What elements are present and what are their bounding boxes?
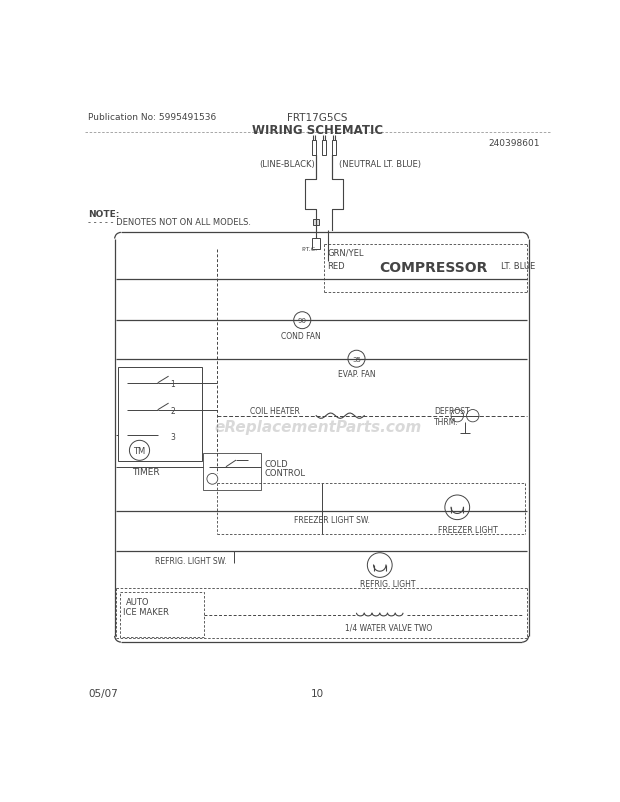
Text: CONTROL: CONTROL	[264, 468, 305, 477]
Bar	[203, 453, 261, 490]
Text: TM: TM	[133, 446, 146, 456]
Text: COIL HEATER: COIL HEATER	[249, 407, 299, 416]
Text: 2: 2	[170, 407, 175, 416]
Circle shape	[130, 441, 149, 461]
Text: REFRIG. LIGHT: REFRIG. LIGHT	[360, 579, 416, 588]
Text: RED: RED	[327, 261, 345, 270]
Text: WIRING SCHEMATIC: WIRING SCHEMATIC	[252, 124, 383, 137]
Bar	[312, 238, 320, 249]
Text: EVAP. FAN: EVAP. FAN	[338, 370, 375, 379]
Text: (NEUTRAL LT. BLUE): (NEUTRAL LT. BLUE)	[339, 160, 421, 168]
Text: Publication No: 5995491536: Publication No: 5995491536	[88, 113, 216, 122]
Text: 1/4 WATER VALVE TWO: 1/4 WATER VALVE TWO	[345, 623, 432, 632]
Text: 10: 10	[311, 688, 324, 699]
Circle shape	[451, 410, 463, 423]
Bar	[120, 592, 204, 637]
Text: COMPRESSOR: COMPRESSOR	[379, 261, 488, 275]
Text: FREEZER LIGHT: FREEZER LIGHT	[438, 525, 498, 534]
Text: REFRIG. LIGHT SW.: REFRIG. LIGHT SW.	[155, 556, 227, 565]
Text: 05/07: 05/07	[88, 688, 118, 699]
Text: (LINE-BLACK): (LINE-BLACK)	[260, 160, 316, 168]
Text: DEFROST
THRM.: DEFROST THRM.	[434, 407, 469, 427]
Text: COLD: COLD	[264, 460, 288, 468]
Bar	[322, 141, 326, 156]
Text: 1: 1	[170, 380, 175, 389]
Text: - - - - - DENOTES NOT ON ALL MODELS.: - - - - - DENOTES NOT ON ALL MODELS.	[88, 218, 251, 227]
Bar	[313, 219, 319, 225]
Text: 3: 3	[170, 432, 175, 441]
Bar	[118, 367, 202, 461]
Text: NOTE:: NOTE:	[88, 210, 120, 219]
Circle shape	[207, 474, 218, 484]
Text: TIMER: TIMER	[131, 468, 159, 476]
Text: P.T.C.: P.T.C.	[301, 246, 317, 251]
Text: 35: 35	[352, 356, 361, 363]
Circle shape	[466, 410, 479, 423]
Circle shape	[348, 350, 365, 367]
Circle shape	[445, 496, 470, 520]
Text: FRT17G5CS: FRT17G5CS	[288, 113, 348, 124]
Circle shape	[367, 553, 392, 577]
Circle shape	[294, 312, 311, 330]
Text: ICE MAKER: ICE MAKER	[123, 607, 169, 616]
Text: GRN/YEL: GRN/YEL	[327, 249, 363, 257]
Text: eReplacementParts.com: eReplacementParts.com	[214, 419, 422, 435]
Text: FREEZER LIGHT SW.: FREEZER LIGHT SW.	[294, 516, 370, 525]
Text: AUTO: AUTO	[126, 597, 150, 606]
Text: 240398601: 240398601	[489, 139, 540, 148]
Text: COND FAN: COND FAN	[281, 331, 321, 341]
Text: LT. BLUE: LT. BLUE	[501, 261, 535, 270]
Bar	[332, 141, 336, 156]
Bar	[312, 141, 316, 156]
Text: 90: 90	[298, 318, 307, 324]
